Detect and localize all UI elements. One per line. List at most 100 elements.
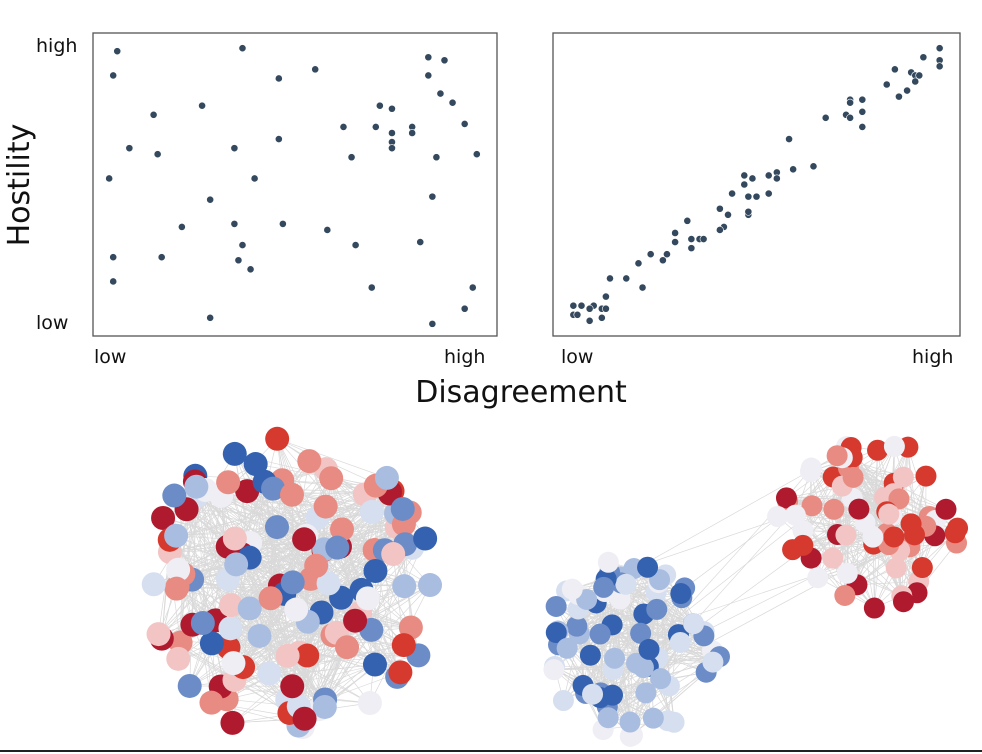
network-node [630,622,652,644]
data-point [388,104,396,113]
network-node [593,576,615,598]
network-node [166,646,191,671]
data-point [375,101,384,110]
data-point [149,110,158,119]
data-point [789,165,798,174]
data-point [752,192,761,201]
network-node [826,445,848,467]
network-edge [786,497,904,602]
network-node [190,610,215,635]
data-point [911,77,920,86]
data-point [371,123,380,131]
data-point [428,319,437,328]
data-point [432,153,441,162]
data-point [234,256,243,265]
network-node [224,552,249,577]
network-node [646,598,668,620]
bridge-edge [684,476,834,589]
data-point [748,174,757,183]
network-node [900,513,922,535]
data-point [903,86,911,95]
data-point [744,192,753,201]
network-edge [221,495,305,540]
network-node [635,682,657,704]
network-node [947,517,969,539]
data-point [198,101,206,110]
plot-frame [92,32,498,337]
data-point [125,144,134,153]
data-point [388,144,396,153]
data-point [602,304,610,313]
network-node [199,690,224,715]
network-node [867,439,889,461]
network-node [264,515,289,540]
data-point [882,80,891,89]
data-point [311,65,320,74]
network-node [619,711,641,733]
network-node [885,557,907,579]
data-point [671,238,679,246]
blue-cluster [543,551,730,747]
network-node [842,466,864,488]
network-node [807,567,829,589]
network-node [702,651,724,673]
network-node [284,597,309,622]
data-point [602,292,610,301]
network-node [164,523,189,548]
data-point [424,53,433,62]
network-node [911,557,933,579]
network-node [164,576,189,601]
network-node [663,711,685,733]
data-point [821,113,830,122]
network-node [184,474,209,499]
data-point [638,283,647,292]
network-edge [896,532,956,569]
network-node [862,526,884,548]
data-point [230,144,239,153]
network-edge [592,598,621,695]
data-point [935,62,944,71]
network-node [319,466,344,491]
network-node [883,526,905,548]
network-node [556,637,578,659]
data-point [448,98,457,107]
data-point [105,174,114,183]
network-node [292,706,317,731]
network-node [878,503,900,525]
data-point [153,150,162,159]
network-node [247,623,272,648]
network-node [545,595,567,617]
network-node [863,597,885,619]
data-point [351,241,360,249]
data-point [460,304,469,313]
data-point [935,44,944,53]
network-node [545,622,567,644]
network-edge [232,584,431,724]
data-point [715,226,724,234]
data-point [577,301,586,310]
network-edge [555,606,601,693]
network-node [799,460,821,482]
network-edge [325,468,431,586]
network-node [258,586,283,611]
data-point [206,195,215,204]
data-point [472,150,481,159]
data-point [919,53,928,62]
data-point [858,107,867,116]
data-point [460,120,469,128]
network-node [297,449,322,474]
data-point [109,253,118,262]
network-node [237,596,262,621]
network-node [566,615,588,637]
network-node [312,694,337,719]
network-node [892,466,914,488]
data-point [408,129,417,137]
red-cluster [767,435,969,619]
network-node [792,534,814,556]
network-node [222,526,247,551]
data-point [347,153,356,162]
network-node [604,647,626,669]
data-point [728,189,736,198]
data-point [740,171,749,180]
